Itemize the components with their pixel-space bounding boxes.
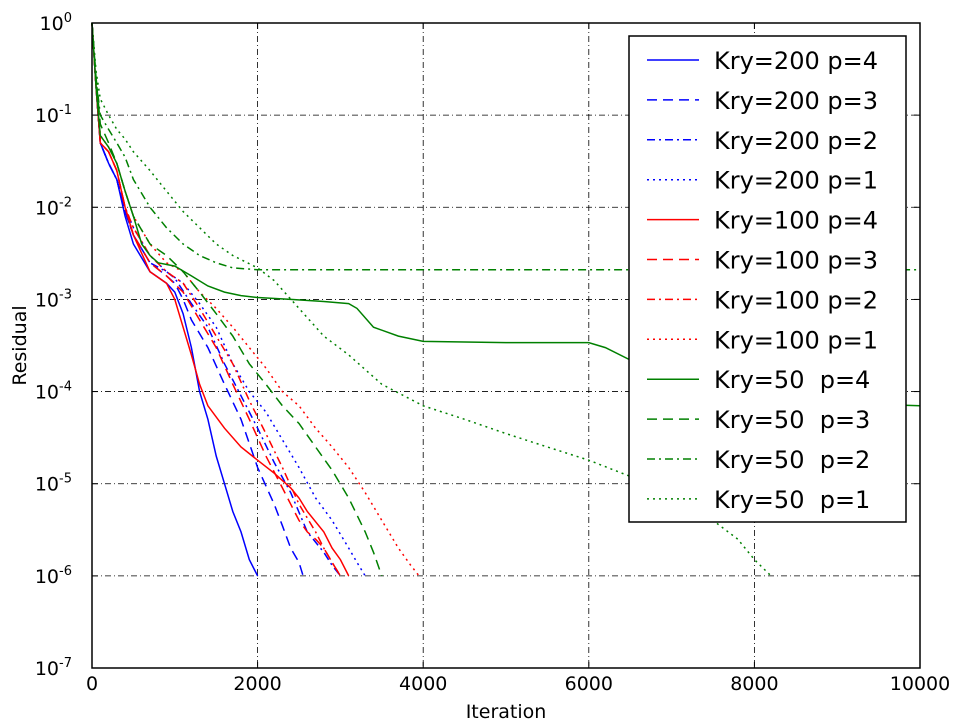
legend-label: Kry=50 p=1 xyxy=(714,486,870,514)
y-tick-label: 10-4 xyxy=(35,380,72,404)
legend-label: Kry=200 p=3 xyxy=(714,87,878,115)
y-tick-label: 10-7 xyxy=(35,656,72,680)
y-tick-label: 10-5 xyxy=(35,472,72,496)
legend-label: Kry=50 p=2 xyxy=(714,446,870,474)
x-tick-label: 10000 xyxy=(890,673,950,695)
legend-label: Kry=200 p=4 xyxy=(714,47,878,75)
y-tick-label: 100 xyxy=(40,11,72,35)
series-layer xyxy=(91,22,921,577)
plot-frame xyxy=(91,22,921,669)
x-axis-ticks: 0 2000 4000 6000 8000 10000 xyxy=(86,23,950,695)
series-line xyxy=(91,22,341,577)
legend-label: Kry=100 p=2 xyxy=(714,286,878,314)
legend-label: Kry=200 p=1 xyxy=(714,167,878,195)
legend-label: Kry=50 p=4 xyxy=(714,366,870,394)
legend: Kry=200 p=4 Kry=200 p=3 Kry=200 p=2 Kry=200… xyxy=(628,35,907,523)
x-tick-label: 0 xyxy=(86,673,98,695)
legend-box xyxy=(628,35,907,523)
legend-label: Kry=100 p=4 xyxy=(714,207,878,235)
y-axis-ticks: 100 10-1 10-2 10-3 10-4 10-5 10-6 10-7 xyxy=(35,11,920,680)
series-line xyxy=(91,22,342,577)
x-tick-label: 2000 xyxy=(233,673,281,695)
y-tick-label: 10-2 xyxy=(35,195,72,219)
x-tick-label: 8000 xyxy=(730,673,778,695)
legend-label: Kry=100 p=1 xyxy=(714,326,878,354)
series-line xyxy=(91,22,350,577)
legend-label: Kry=200 p=2 xyxy=(714,127,878,155)
y-axis-label: Residual xyxy=(9,305,31,385)
y-tick-label: 10-3 xyxy=(35,287,72,311)
series-line xyxy=(91,22,772,577)
y-tick-label: 10-1 xyxy=(35,103,72,127)
series-line xyxy=(91,22,366,577)
x-tick-label: 4000 xyxy=(399,673,447,695)
legend-label: Kry=50 p=3 xyxy=(714,406,870,434)
y-tick-label: 10-6 xyxy=(35,564,72,588)
x-axis-label: Iteration xyxy=(466,701,547,723)
series-line xyxy=(91,22,920,271)
legend-label: Kry=100 p=3 xyxy=(714,247,878,275)
series-line xyxy=(91,22,383,577)
x-tick-label: 6000 xyxy=(565,673,613,695)
